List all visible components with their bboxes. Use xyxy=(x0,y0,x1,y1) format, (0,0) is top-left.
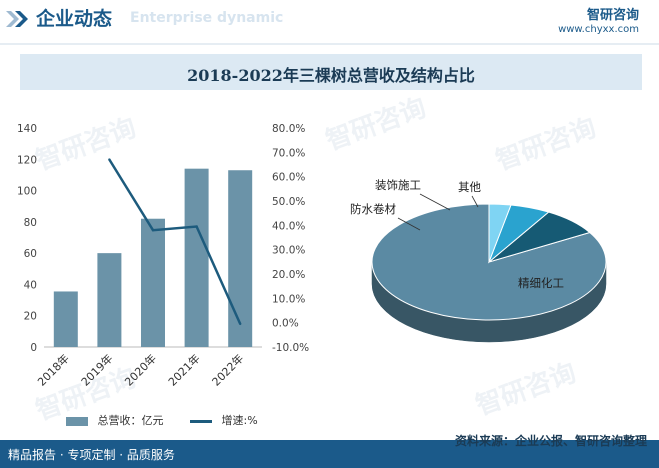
legend-bar: 总营收：亿元 xyxy=(66,412,164,428)
watermark-text: 智研咨询 xyxy=(322,92,430,157)
bar xyxy=(141,218,165,347)
y-left-tick-label: 20 xyxy=(24,311,37,323)
pie-slice-label: 精细化工 xyxy=(518,276,564,290)
growth-line-point xyxy=(195,225,198,228)
footer-source: 资料来源：企业公报、智研咨询整理 xyxy=(454,434,647,448)
y-right-tick-label: 70.0% xyxy=(272,147,305,159)
y-right-tick-label: 10.0% xyxy=(272,293,305,305)
y-left-tick-label: 40 xyxy=(24,279,37,291)
bar xyxy=(97,253,122,347)
y-left-tick-label: 120 xyxy=(17,154,37,166)
legend-line-swatch xyxy=(190,419,212,423)
pie-slice xyxy=(371,203,607,321)
legend-line: 增速:% xyxy=(190,412,258,428)
legend-bar-label: 总营收：亿元 xyxy=(97,414,164,427)
y-left-tick-label: 100 xyxy=(17,186,37,198)
chart-title: 2018-2022年三棵树总营收及结构占比 xyxy=(187,66,475,85)
pie-slice xyxy=(488,203,512,263)
pie-slice-label: 其他 xyxy=(458,180,481,194)
y-right-tick-label: -10.0% xyxy=(272,342,309,354)
header-chevron-icon xyxy=(6,11,28,27)
pie-slice-label: 装饰施工 xyxy=(375,178,421,192)
watermark-text: 智研咨询 xyxy=(32,112,140,177)
x-tick-label: 2022年 xyxy=(209,351,246,388)
footer: 精品报告 · 专项定制 · 品质服务 资料来源：企业公报、智研咨询整理 xyxy=(0,434,659,468)
watermark-text: 智研咨询 xyxy=(472,357,580,422)
page-title: 企业动态 xyxy=(36,8,113,30)
watermark-text: 智研咨询 xyxy=(492,112,600,177)
y-right-tick-label: 20.0% xyxy=(272,269,305,281)
legend-bar-swatch xyxy=(66,416,88,426)
y-right-tick-label: 0.0% xyxy=(272,318,299,330)
y-right-tick-label: 80.0% xyxy=(272,123,305,135)
x-tick-label: 2021年 xyxy=(165,351,202,388)
growth-line-point xyxy=(151,229,155,232)
page-subtitle: Enterprise dynamic xyxy=(130,10,284,26)
bar xyxy=(228,170,253,347)
chart-banner: 2018-2022年三棵树总营收及结构占比 xyxy=(20,54,642,90)
brand-url: www.chyxx.com xyxy=(558,24,639,35)
pie-slice-label: 防水卷材 xyxy=(350,202,396,216)
x-tick-label: 2018年 xyxy=(34,351,71,388)
brand-logo: 智研咨询 xyxy=(586,8,639,23)
y-left-tick-label: 140 xyxy=(17,123,37,135)
y-left-tick-label: 0 xyxy=(30,342,37,354)
header: 企业动态 Enterprise dynamic 智研咨询 www.chyxx.c… xyxy=(0,0,659,45)
legend-line-label: 增速:% xyxy=(221,414,258,427)
pie-leader-line xyxy=(397,217,421,231)
y-right-tick-label: 50.0% xyxy=(272,196,305,208)
footer-tagline: 精品报告 · 专项定制 · 品质服务 xyxy=(8,448,175,462)
y-left-tick-label: 80 xyxy=(24,217,37,229)
y-right-tick-label: 60.0% xyxy=(272,172,305,184)
header-divider xyxy=(0,43,659,45)
pie-leader-line xyxy=(471,195,479,208)
bar xyxy=(53,291,78,347)
bar xyxy=(184,168,209,347)
pie-leader-line xyxy=(419,193,451,211)
y-right-tick-label: 30.0% xyxy=(272,245,305,257)
growth-line-series xyxy=(108,158,242,325)
growth-line-point xyxy=(108,158,111,161)
y-right-tick-label: 40.0% xyxy=(272,220,305,232)
growth-line-point xyxy=(239,322,242,326)
y-left-tick-label: 60 xyxy=(24,248,37,260)
